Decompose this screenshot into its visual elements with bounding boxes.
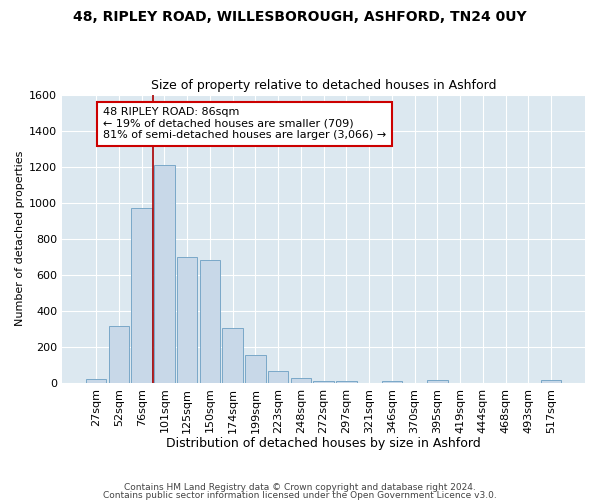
Text: 48 RIPLEY ROAD: 86sqm
← 19% of detached houses are smaller (709)
81% of semi-det: 48 RIPLEY ROAD: 86sqm ← 19% of detached … [103,107,386,140]
Bar [223,328,243,383]
Text: 48, RIPLEY ROAD, WILLESBOROUGH, ASHFORD, TN24 0UY: 48, RIPLEY ROAD, WILLESBOROUGH, ASHFORD,… [73,10,527,24]
Bar [131,208,152,383]
Bar [541,380,561,383]
Bar [154,165,175,383]
Bar [177,256,197,383]
Text: Contains HM Land Registry data © Crown copyright and database right 2024.: Contains HM Land Registry data © Crown c… [124,484,476,492]
Bar [290,378,311,383]
Bar [427,380,448,383]
Y-axis label: Number of detached properties: Number of detached properties [15,151,25,326]
Bar [382,381,402,383]
Bar [86,379,106,383]
Bar [268,371,289,383]
Bar [245,355,266,383]
Bar [200,260,220,383]
X-axis label: Distribution of detached houses by size in Ashford: Distribution of detached houses by size … [166,437,481,450]
Bar [313,381,334,383]
Text: Contains public sector information licensed under the Open Government Licence v3: Contains public sector information licen… [103,490,497,500]
Bar [336,381,356,383]
Title: Size of property relative to detached houses in Ashford: Size of property relative to detached ho… [151,79,496,92]
Bar [109,326,129,383]
